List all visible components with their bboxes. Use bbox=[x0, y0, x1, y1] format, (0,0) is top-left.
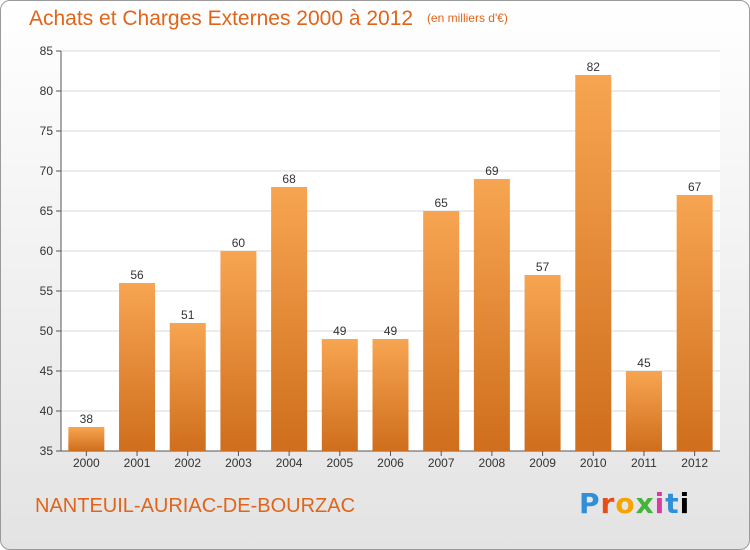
y-tick-label: 60 bbox=[40, 244, 54, 258]
data-label: 49 bbox=[384, 324, 398, 338]
logo-letter: o bbox=[615, 487, 636, 520]
logo-letter: r bbox=[600, 487, 616, 520]
x-tick-label: 2002 bbox=[174, 456, 201, 470]
data-label: 45 bbox=[637, 356, 651, 370]
x-tick-label: 2012 bbox=[681, 456, 708, 470]
bar bbox=[68, 427, 105, 451]
x-tick-label: 2006 bbox=[377, 456, 404, 470]
y-tick-label: 85 bbox=[40, 44, 54, 58]
data-label: 69 bbox=[485, 164, 499, 178]
x-tick-label: 2003 bbox=[225, 456, 252, 470]
data-label: 51 bbox=[181, 308, 195, 322]
bar bbox=[119, 283, 156, 451]
data-label: 68 bbox=[282, 172, 296, 186]
x-tick-label: 2000 bbox=[73, 456, 100, 470]
bar bbox=[220, 251, 257, 451]
y-tick-label: 70 bbox=[40, 164, 54, 178]
y-tick-label: 75 bbox=[40, 124, 54, 138]
bar bbox=[321, 339, 358, 451]
logo-letter: P bbox=[579, 487, 601, 520]
data-label: 56 bbox=[130, 268, 144, 282]
y-tick-label: 40 bbox=[40, 404, 54, 418]
data-label: 67 bbox=[688, 180, 702, 194]
x-tick-label: 2001 bbox=[124, 456, 151, 470]
bar bbox=[271, 187, 308, 451]
chart-title: Achats et Charges Externes 2000 à 2012 (… bbox=[29, 7, 508, 31]
bar bbox=[524, 275, 561, 451]
logo-letter: t bbox=[665, 487, 680, 520]
bar bbox=[372, 339, 409, 451]
x-tick-label: 2007 bbox=[428, 456, 455, 470]
proxiti-logo: Proxiti bbox=[579, 487, 690, 520]
bar bbox=[676, 195, 713, 451]
data-label: 60 bbox=[232, 236, 246, 250]
data-label: 82 bbox=[587, 60, 601, 74]
x-tick-label: 2011 bbox=[631, 456, 657, 470]
data-label: 65 bbox=[435, 196, 449, 210]
commune-name: NANTEUIL-AURIAC-DE-BOURZAC bbox=[35, 495, 356, 517]
y-tick-label: 55 bbox=[40, 284, 54, 298]
x-tick-label: 2008 bbox=[479, 456, 506, 470]
bar bbox=[423, 211, 460, 451]
y-tick-label: 50 bbox=[40, 324, 54, 338]
bar bbox=[169, 323, 206, 451]
y-tick-label: 65 bbox=[40, 204, 54, 218]
chart-unit: (en milliers d'€) bbox=[426, 11, 508, 25]
data-label: 57 bbox=[536, 260, 550, 274]
y-tick-label: 80 bbox=[40, 84, 54, 98]
bar bbox=[575, 75, 612, 451]
y-tick-label: 45 bbox=[40, 364, 54, 378]
x-tick-label: 2004 bbox=[276, 456, 303, 470]
logo-letter: i bbox=[654, 487, 666, 520]
logo-letter: i bbox=[679, 487, 691, 520]
chart-title-text: Achats et Charges Externes 2000 à 2012 bbox=[29, 7, 414, 30]
x-tick-label: 2010 bbox=[580, 456, 607, 470]
x-tick-label: 2009 bbox=[529, 456, 556, 470]
logo-letter: x bbox=[635, 487, 655, 520]
bar bbox=[625, 371, 662, 451]
bar bbox=[473, 179, 510, 451]
x-tick-label: 2005 bbox=[326, 456, 353, 470]
data-label: 38 bbox=[80, 412, 94, 426]
y-tick-label: 35 bbox=[40, 444, 54, 458]
data-label: 49 bbox=[333, 324, 347, 338]
